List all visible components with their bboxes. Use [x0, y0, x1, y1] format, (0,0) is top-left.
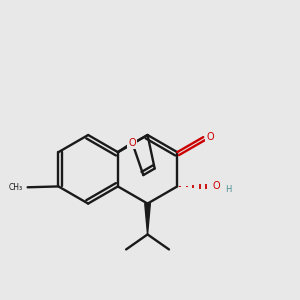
Polygon shape: [145, 204, 150, 234]
Text: O: O: [213, 182, 220, 191]
Text: CH₃: CH₃: [8, 183, 22, 192]
Text: H: H: [225, 184, 231, 194]
Text: O: O: [128, 138, 136, 148]
Text: O: O: [206, 132, 214, 142]
